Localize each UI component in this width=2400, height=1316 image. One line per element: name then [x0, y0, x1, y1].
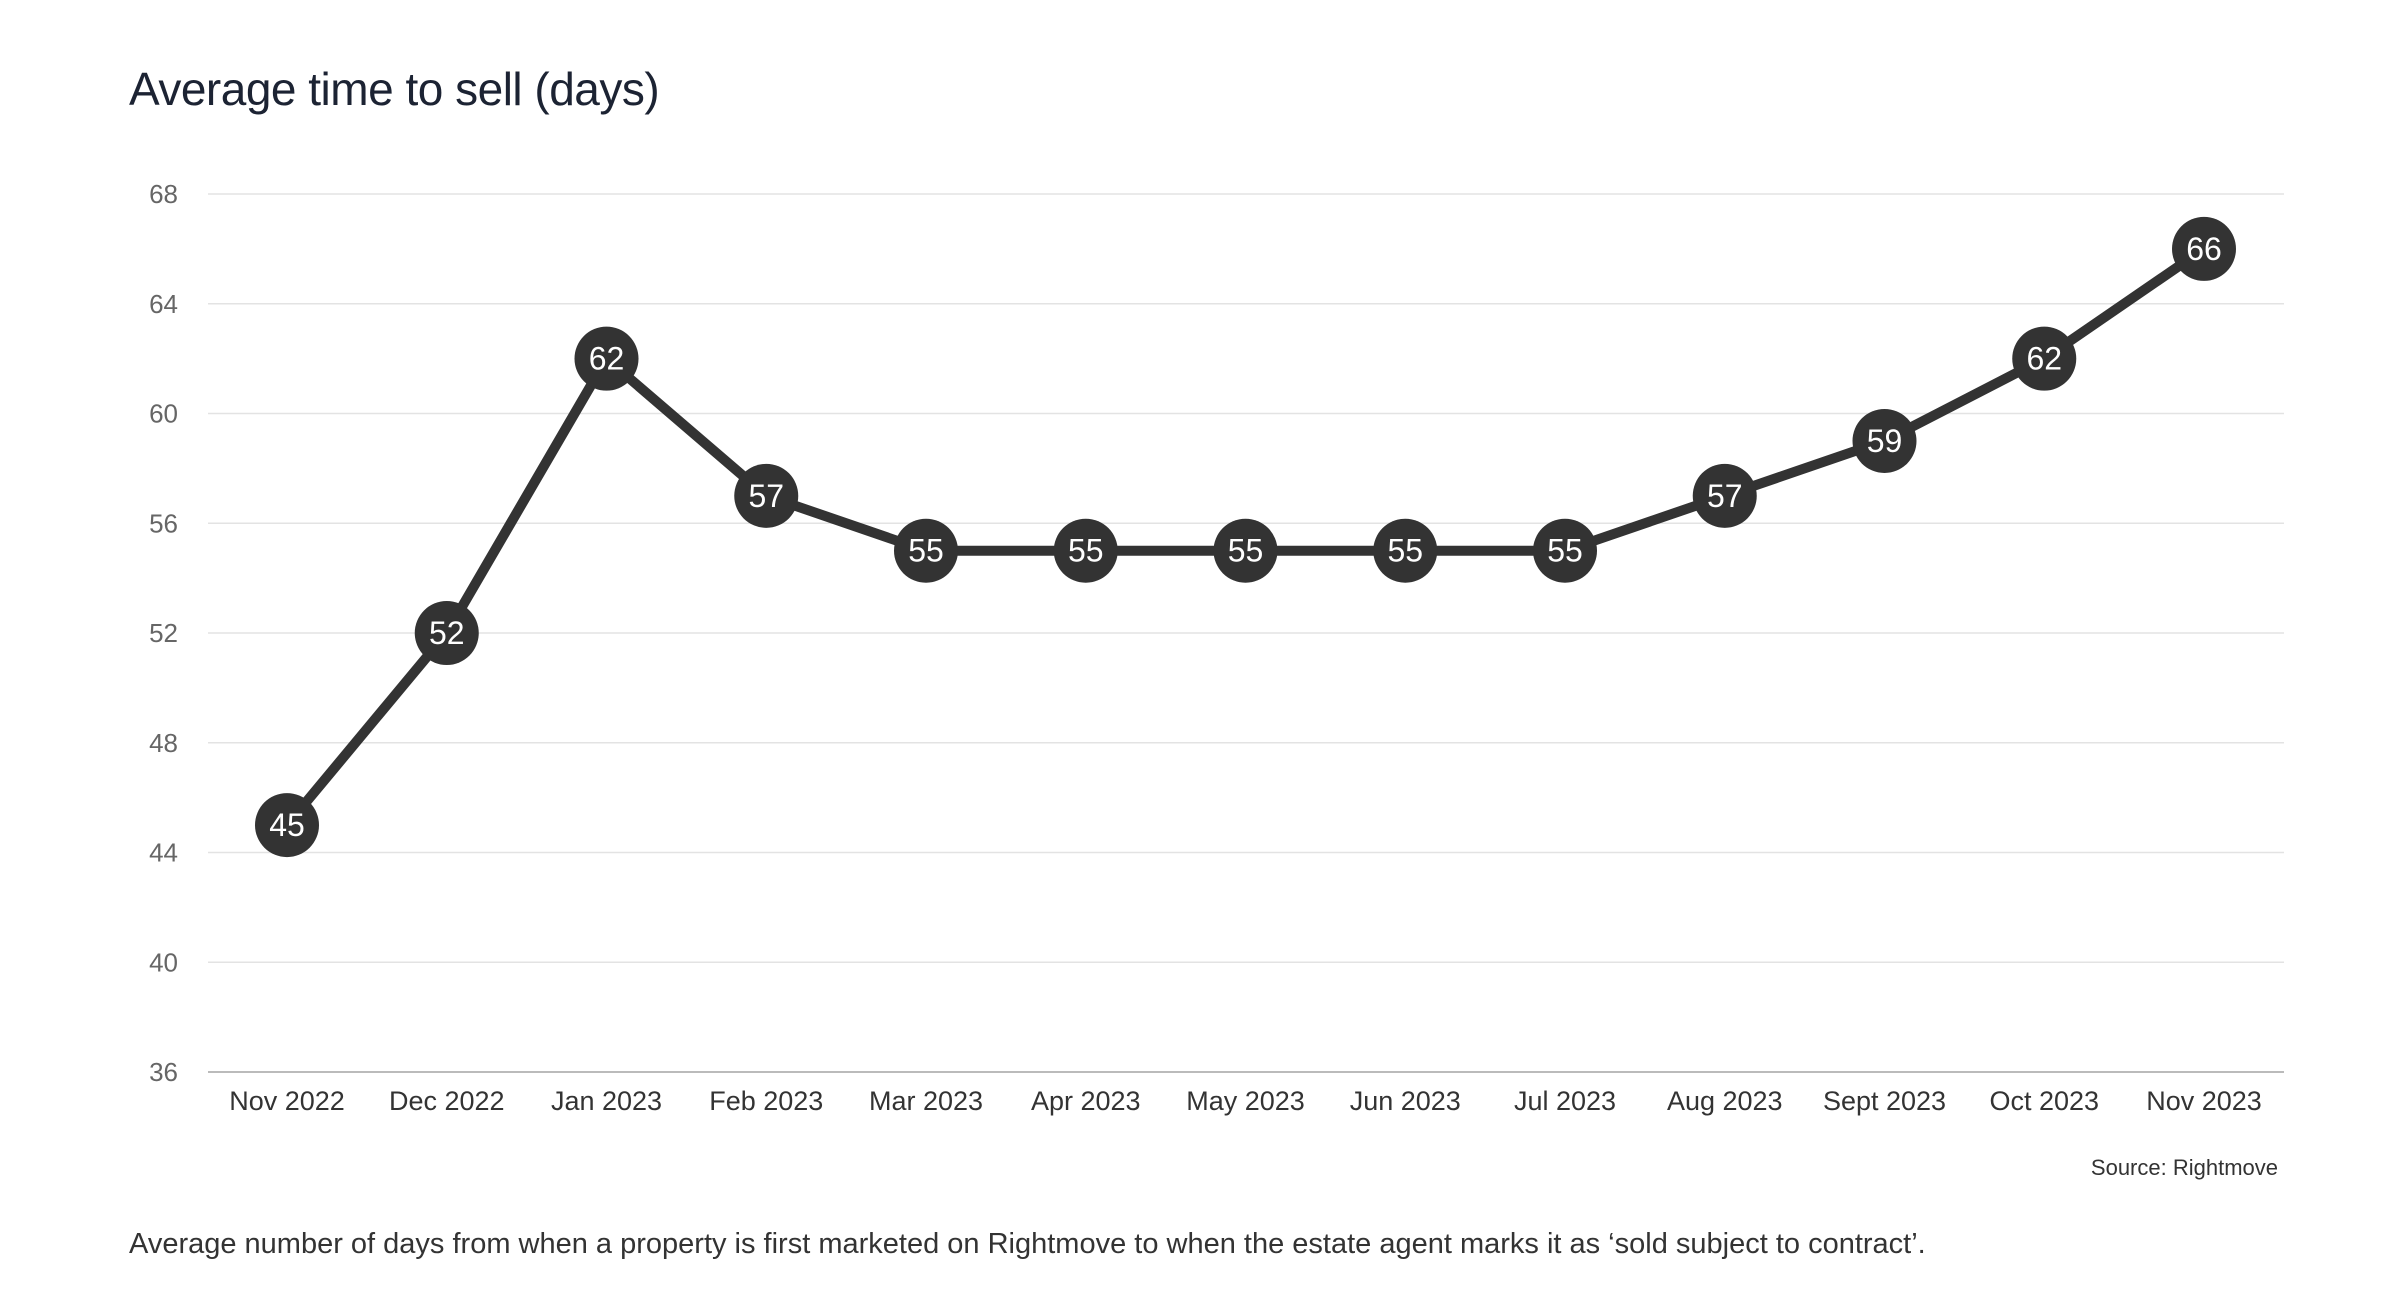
data-point-marker: [1213, 518, 1278, 583]
data-point-marker: [574, 326, 639, 391]
data-point: 62: [574, 326, 639, 391]
data-point-marker: [1533, 518, 1597, 583]
data-point: 55: [1053, 518, 1118, 583]
data-label: 62: [2026, 341, 2062, 377]
x-tick-label: Apr 2023: [1031, 1086, 1141, 1116]
data-point-marker: [2012, 326, 2077, 391]
chart-caption: Average number of days from when a prope…: [129, 1228, 1926, 1260]
data-point-marker: [734, 463, 799, 528]
data-point-marker: [1692, 463, 1757, 528]
data-label: 55: [1547, 533, 1583, 569]
data-points: 45 52 62 57 55 55 55 55 55 57 59 62 66: [255, 216, 2236, 858]
data-point: 66: [2172, 216, 2236, 281]
data-label: 45: [269, 807, 305, 843]
data-label: 57: [748, 478, 784, 514]
data-label: 66: [2186, 231, 2222, 267]
data-label: 57: [1707, 478, 1743, 514]
y-tick-label: 52: [149, 618, 178, 648]
x-axis-ticks: Nov 2022 Dec 2022 Jan 2023 Feb 2023 Mar 2023…: [229, 1086, 2262, 1116]
data-point: 55: [894, 518, 958, 583]
data-label: 55: [1068, 533, 1104, 569]
source-note: Source: Rightmove: [2090, 1155, 2278, 1180]
data-point: 62: [2012, 326, 2077, 391]
data-label: 55: [1387, 533, 1423, 569]
line-chart: 36 40 44 48 52 56 60 64 68 Nov 2022 Dec 2022 Jan 2…: [149, 179, 2284, 1116]
data-point-marker: [1053, 518, 1118, 583]
x-tick-label: Jul 2023: [1514, 1086, 1616, 1116]
y-tick-label: 44: [149, 838, 178, 868]
y-tick-label: 36: [149, 1057, 178, 1087]
x-tick-label: May 2023: [1186, 1086, 1305, 1116]
x-tick-label: Aug 2023: [1667, 1086, 1783, 1116]
y-tick-label: 68: [149, 179, 178, 209]
y-tick-label: 40: [149, 947, 178, 977]
data-point-marker: [2172, 216, 2236, 281]
data-point-marker: [1373, 518, 1438, 583]
y-tick-label: 64: [149, 289, 178, 319]
data-label: 52: [429, 615, 465, 651]
data-point-marker: [894, 518, 958, 583]
y-tick-label: 60: [149, 399, 178, 429]
data-point: 55: [1533, 518, 1597, 583]
x-tick-label: Sept 2023: [1823, 1086, 1946, 1116]
data-point-marker: [414, 601, 479, 665]
x-tick-label: Dec 2022: [389, 1086, 505, 1116]
data-point-marker: [255, 793, 319, 858]
x-tick-label: Oct 2023: [1989, 1086, 2099, 1116]
x-tick-label: Feb 2023: [709, 1086, 823, 1116]
chart-title: Average time to sell (days): [129, 63, 660, 115]
y-axis-ticks: 36 40 44 48 52 56 60 64 68: [149, 179, 178, 1087]
x-tick-label: Nov 2023: [2146, 1086, 2262, 1116]
data-point: 52: [414, 601, 479, 665]
data-point: 57: [1692, 463, 1757, 528]
data-label: 59: [1867, 423, 1903, 459]
x-tick-label: Nov 2022: [229, 1086, 345, 1116]
gridlines: [208, 193, 2284, 1073]
data-point: 59: [1852, 408, 1917, 473]
y-tick-label: 56: [149, 508, 178, 538]
x-tick-label: Jan 2023: [551, 1086, 662, 1116]
data-label: 55: [1228, 533, 1264, 569]
x-tick-label: Jun 2023: [1350, 1086, 1461, 1116]
data-point: 57: [734, 463, 799, 528]
data-point-marker: [1852, 408, 1917, 473]
data-point: 55: [1373, 518, 1438, 583]
y-tick-label: 48: [149, 728, 178, 758]
data-point: 45: [255, 793, 319, 858]
x-tick-label: Mar 2023: [869, 1086, 983, 1116]
data-label: 62: [589, 341, 625, 377]
data-point: 55: [1213, 518, 1278, 583]
data-label: 55: [908, 533, 944, 569]
